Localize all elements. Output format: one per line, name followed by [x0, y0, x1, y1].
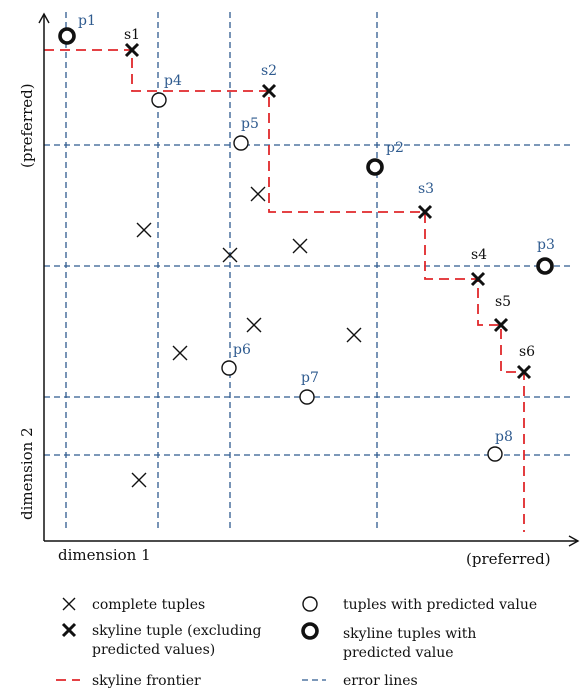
- legend-skyline-icon: [61, 622, 77, 638]
- legend-frontier-label: skyline frontier: [92, 673, 201, 689]
- legend-complete-label: complete tuples: [92, 597, 205, 613]
- legend-skyline-label-2: predicted values): [92, 642, 215, 658]
- legend-skyline-predicted-label-2: predicted value: [343, 645, 454, 661]
- skyline-tuple-s4: [470, 271, 486, 287]
- predicted-tuple-p4: [151, 92, 167, 108]
- legend-error-label: error lines: [343, 673, 418, 689]
- skyline-tuple-s3: [417, 204, 433, 220]
- legend-skyline-predicted-icon: [301, 622, 319, 640]
- point-label-p3: p3: [537, 237, 555, 253]
- complete-tuples: [131, 186, 362, 488]
- skyline-predicted-tuple-p2: [366, 158, 384, 176]
- skyline-predicted-tuple-p3: [536, 257, 554, 275]
- point-label-s4: s4: [471, 247, 487, 263]
- legend-predicted-label: tuples with predicted value: [343, 597, 537, 613]
- point-labels: p1 p2 p3 p4 p5 p6 p7 p8 s1 s2 s3 s4 s5 s…: [78, 13, 555, 445]
- skyline-predicted-tuples: [58, 27, 554, 275]
- point-label-p5: p5: [241, 116, 259, 132]
- x-axis-label: dimension 1: [58, 546, 151, 564]
- legend-skyline-label-1: skyline tuple (excluding: [92, 623, 262, 639]
- predicted-tuple-p7: [299, 389, 315, 405]
- skyline-tuples: [124, 42, 532, 380]
- legend-predicted-icon: [302, 596, 318, 612]
- skyline-tuple-s6: [516, 364, 532, 380]
- point-label-p2: p2: [386, 140, 404, 156]
- complete-tuple: [172, 345, 188, 361]
- complete-tuple: [346, 327, 362, 343]
- point-label-p6: p6: [233, 342, 251, 358]
- point-label-p4: p4: [164, 73, 182, 89]
- predicted-tuple-p8: [487, 446, 503, 462]
- y-axis-preferred-label: (preferred): [18, 83, 36, 168]
- predicted-tuple-p6: [221, 360, 237, 376]
- point-label-p1: p1: [78, 13, 96, 29]
- predicted-tuple-p5: [233, 135, 249, 151]
- skyline-predicted-tuple-p1: [58, 27, 76, 45]
- skyline-tuple-s1: [124, 42, 140, 58]
- point-label-s6: s6: [519, 344, 535, 360]
- complete-tuple: [131, 472, 147, 488]
- legend: complete tuples tuples with predicted va…: [56, 596, 537, 689]
- skyline-tuple-s5: [493, 317, 509, 333]
- complete-tuple: [136, 222, 152, 238]
- point-label-s5: s5: [495, 294, 511, 310]
- complete-tuple: [222, 247, 238, 263]
- predicted-tuples: [151, 92, 503, 462]
- skyline-tuple-s2: [261, 83, 277, 99]
- complete-tuple: [250, 186, 266, 202]
- legend-complete-icon: [62, 597, 76, 611]
- point-label-s3: s3: [418, 181, 434, 197]
- point-label-s1: s1: [124, 27, 140, 43]
- complete-tuple: [246, 317, 262, 333]
- point-label-s2: s2: [261, 63, 277, 79]
- y-axis-label: dimension 2: [18, 427, 36, 520]
- point-label-p7: p7: [301, 370, 319, 386]
- point-label-p8: p8: [495, 429, 513, 445]
- skyline-frontier: [44, 49, 525, 532]
- legend-skyline-predicted-label-1: skyline tuples with: [343, 626, 476, 642]
- x-axis-preferred-label: (preferred): [466, 550, 551, 568]
- complete-tuple: [292, 238, 308, 254]
